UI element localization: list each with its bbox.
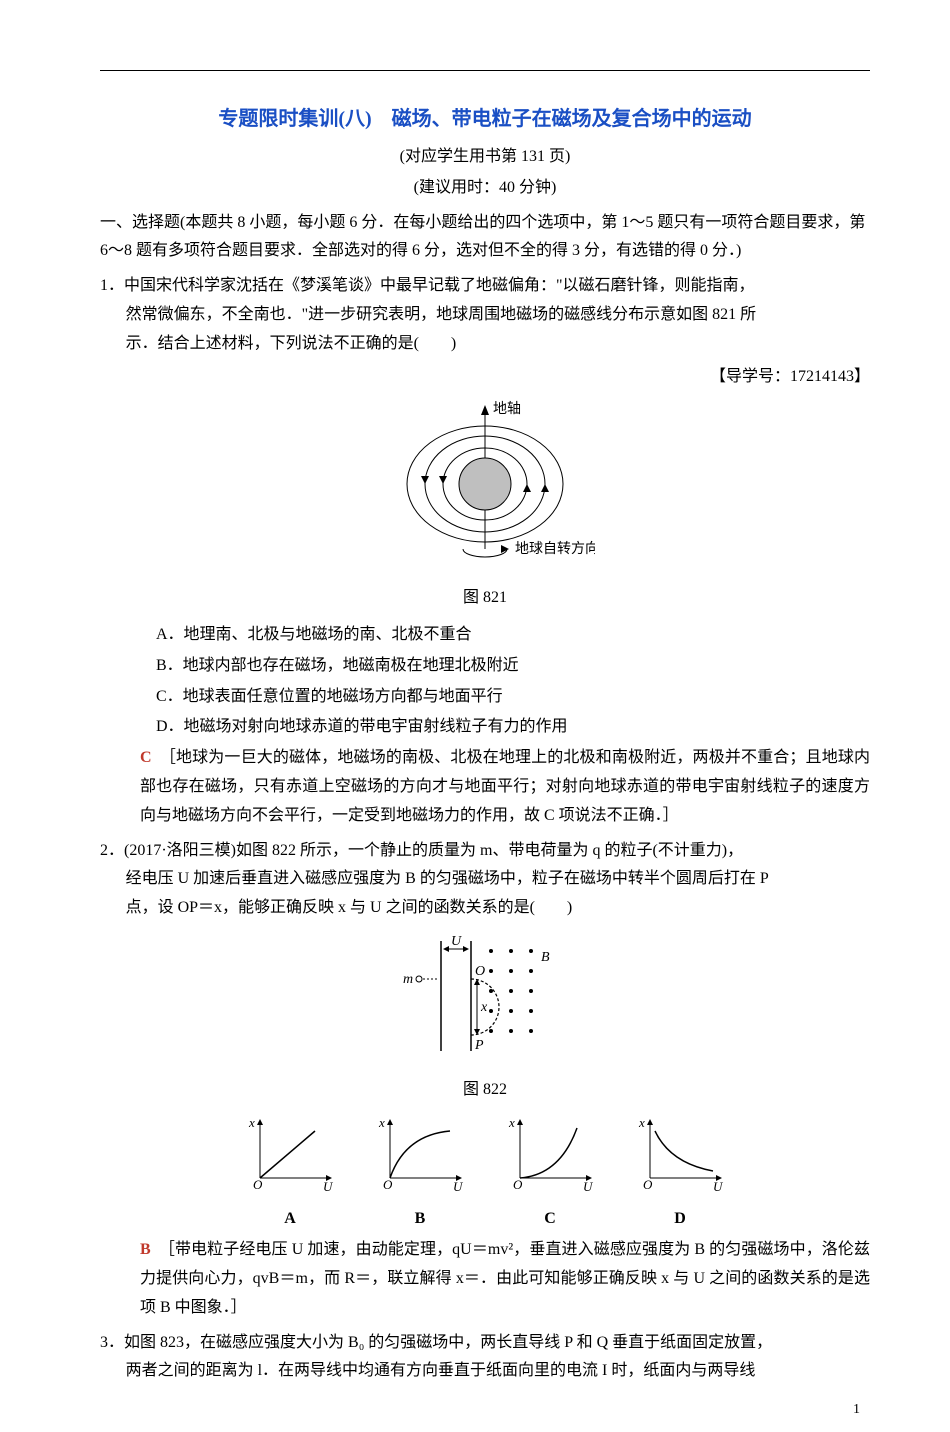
svg-text:U: U	[713, 1179, 724, 1193]
q2-answer: B	[140, 1241, 151, 1258]
q2-graph-options: x U O A x U O B	[100, 1113, 870, 1235]
q1-option-d: D．地磁场对射向地球赤道的带电宇宙射线粒子有力的作用	[156, 713, 870, 742]
q2-number: 2．	[100, 842, 124, 859]
graph-c-label: C	[505, 1205, 595, 1234]
label-m: m	[403, 972, 413, 987]
earth-magnetic-field-svg: 地轴 地球自转方向	[375, 399, 595, 569]
q1-option-b: B．地球内部也存在磁场，地磁南极在地理北极附近	[156, 652, 870, 681]
svg-text:U: U	[323, 1179, 334, 1193]
svg-text:O: O	[253, 1177, 263, 1192]
q1-reference-number: 【导学号：17214143】	[100, 363, 870, 392]
svg-text:x: x	[638, 1115, 645, 1130]
accelerator-field-svg: U m O B	[395, 931, 575, 1061]
figure-821-caption: 图 821	[100, 584, 870, 613]
svg-text:U: U	[453, 1179, 464, 1193]
q2-text2: 经电压 U 加速后垂直进入磁感应强度为 B 的匀强磁场中，粒子在磁场中转半个圆周…	[126, 865, 870, 894]
q2-explain-text: ［带电粒子经电压 U 加速，由动能定理，qU＝mv²，垂直进入磁感应强度为 B …	[140, 1241, 870, 1316]
top-rule	[100, 70, 870, 71]
svg-text:O: O	[643, 1177, 653, 1192]
graph-a-label: A	[245, 1205, 335, 1234]
subtitle-time: (建议用时：40 分钟)	[100, 174, 870, 203]
q1-option-a: A．地理南、北极与地磁场的南、北极不重合	[156, 621, 870, 650]
svg-text:U: U	[583, 1179, 594, 1193]
graph-b-label: B	[375, 1205, 465, 1234]
q2-line1: 2．(2017·洛阳三模)如图 822 所示，一个静止的质量为 m、带电荷量为 …	[100, 837, 870, 866]
svg-text:x: x	[248, 1115, 255, 1130]
document-title: 专题限时集训(八) 磁场、带电粒子在磁场及复合场中的运动	[100, 101, 870, 137]
graph-option-a: x U O A	[245, 1113, 335, 1235]
q3-text2: 两者之间的距离为 l．在两导线中均通有方向垂直于纸面向里的电流 I 时，纸面内与…	[126, 1357, 870, 1386]
q1-explain-text: ［地球为一巨大的磁体，地磁场的南极、北极在地理上的北极和南极附近，两极并不重合；…	[140, 749, 870, 824]
label-U: U	[451, 934, 462, 949]
svg-text:x: x	[508, 1115, 515, 1130]
page-number: 1	[853, 1397, 860, 1422]
label-P: P	[474, 1038, 484, 1053]
graph-option-b: x U O B	[375, 1113, 465, 1235]
q1-number: 1．	[100, 277, 124, 294]
svg-text:O: O	[383, 1177, 393, 1192]
q1-text1: 中国宋代科学家沈括在《梦溪笔谈》中最早记载了地磁偏角："以磁石磨针锋，则能指南，	[124, 277, 755, 294]
question-1: 1．中国宋代科学家沈括在《梦溪笔谈》中最早记载了地磁偏角："以磁石磨针锋，则能指…	[100, 272, 870, 830]
q1-text3: 示．结合上述材料，下列说法不正确的是( )	[126, 330, 870, 359]
figure-822: U m O B	[100, 931, 870, 1072]
q3-line1: 3．如图 823，在磁感应强度大小为 B₀ 的匀强磁场中，两长直导线 P 和 Q…	[100, 1329, 870, 1358]
q2-explanation: B ［带电粒子经电压 U 加速，由动能定理，qU＝mv²，垂直进入磁感应强度为 …	[140, 1236, 870, 1322]
axis-label: 地轴	[493, 401, 521, 417]
figure-822-caption: 图 822	[100, 1076, 870, 1105]
question-3: 3．如图 823，在磁感应强度大小为 B₀ 的匀强磁场中，两长直导线 P 和 Q…	[100, 1329, 870, 1387]
svg-text:x: x	[378, 1115, 385, 1130]
q1-answer: C	[140, 749, 152, 766]
q2-text1: (2017·洛阳三模)如图 822 所示，一个静止的质量为 m、带电荷量为 q …	[124, 842, 743, 859]
subtitle-book-ref: (对应学生用书第 131 页)	[100, 143, 870, 172]
section-intro: 一、选择题(本题共 8 小题，每小题 6 分．在每小题给出的四个选项中，第 1～…	[100, 209, 870, 267]
graph-d-label: D	[635, 1205, 725, 1234]
label-B: B	[541, 950, 550, 965]
graph-option-d: x U O D	[635, 1113, 725, 1235]
rotation-label: 地球自转方向	[515, 541, 595, 557]
label-O: O	[475, 964, 485, 979]
page: 专题限时集训(八) 磁场、带电粒子在磁场及复合场中的运动 (对应学生用书第 13…	[0, 0, 950, 1432]
q1-explanation: C ［地球为一巨大的磁体，地磁场的南极、北极在地理上的北极和南极附近，两极并不重…	[140, 744, 870, 830]
q1-options: A．地理南、北极与地磁场的南、北极不重合 B．地球内部也存在磁场，地磁南极在地理…	[156, 621, 870, 742]
label-x: x	[480, 1000, 488, 1015]
q2-text3: 点，设 OP＝x，能够正确反映 x 与 U 之间的函数关系的是( )	[126, 894, 870, 923]
graph-option-c: x U O C	[505, 1113, 595, 1235]
question-2: 2．(2017·洛阳三模)如图 822 所示，一个静止的质量为 m、带电荷量为 …	[100, 837, 870, 1323]
q3-number: 3．	[100, 1334, 124, 1351]
figure-821: 地轴 地球自转方向	[100, 399, 870, 580]
q1-text2: 然常微偏东，不全南也．"进一步研究表明，地球周围地磁场的磁感线分布示意如图 82…	[126, 301, 870, 330]
svg-text:O: O	[513, 1177, 523, 1192]
q1-option-c: C．地球表面任意位置的地磁场方向都与地面平行	[156, 683, 870, 712]
q3-text1: 如图 823，在磁感应强度大小为 B₀ 的匀强磁场中，两长直导线 P 和 Q 垂…	[124, 1334, 772, 1351]
q1-line1: 1．中国宋代科学家沈括在《梦溪笔谈》中最早记载了地磁偏角："以磁石磨针锋，则能指…	[100, 272, 870, 301]
